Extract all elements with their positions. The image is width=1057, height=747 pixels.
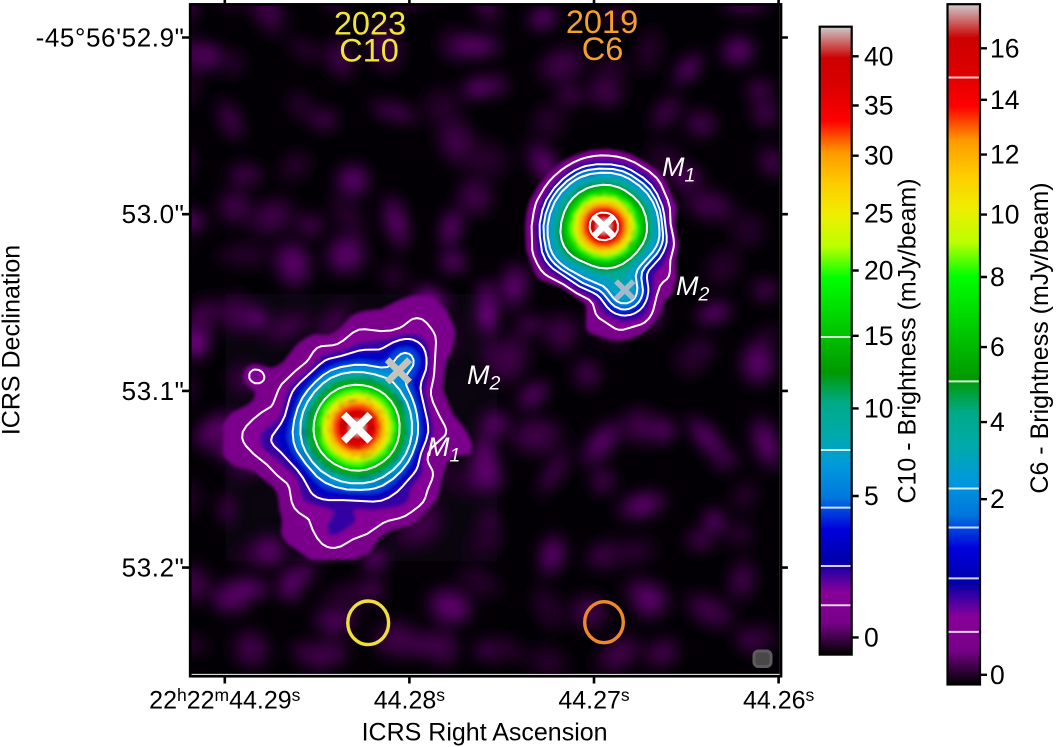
svg-text:44.26s: 44.26s <box>743 685 815 715</box>
svg-text:53.0": 53.0" <box>122 199 185 229</box>
svg-text:6: 6 <box>990 332 1005 362</box>
svg-text:C10 - Brightness (mJy/beam): C10 - Brightness (mJy/beam) <box>894 178 922 503</box>
svg-text:10: 10 <box>990 200 1019 230</box>
svg-text:44.27s: 44.27s <box>558 685 630 715</box>
svg-text:14: 14 <box>990 85 1019 115</box>
svg-text:30: 30 <box>864 141 893 171</box>
svg-text:-45°56'52.9": -45°56'52.9" <box>36 23 185 53</box>
svg-text:35: 35 <box>864 91 893 121</box>
svg-text:2: 2 <box>990 484 1005 514</box>
svg-text:16: 16 <box>990 33 1019 63</box>
svg-text:12: 12 <box>990 140 1019 170</box>
svg-text:8: 8 <box>990 262 1005 292</box>
svg-text:10: 10 <box>864 393 893 423</box>
svg-text:ICRS Right Ascension: ICRS Right Ascension <box>362 719 608 747</box>
svg-text:4: 4 <box>990 407 1005 437</box>
svg-text:C6 - Brightness (mJy/beam): C6 - Brightness (mJy/beam) <box>1026 182 1054 493</box>
svg-text:C10: C10 <box>339 33 399 69</box>
svg-text:5: 5 <box>864 481 879 511</box>
svg-text:0: 0 <box>990 660 1005 690</box>
svg-text:2023: 2023 <box>334 6 406 42</box>
svg-text:53.1": 53.1" <box>122 376 185 406</box>
svg-text:20: 20 <box>864 256 893 286</box>
svg-text:0: 0 <box>864 622 879 652</box>
svg-text:2019: 2019 <box>566 4 638 40</box>
svg-text:C6: C6 <box>582 31 624 67</box>
svg-text:ICRS Declination: ICRS Declination <box>0 245 26 435</box>
svg-text:53.2": 53.2" <box>122 553 185 583</box>
svg-text:40: 40 <box>864 41 893 71</box>
svg-text:25: 25 <box>864 198 893 228</box>
svg-text:44.28s: 44.28s <box>374 685 446 715</box>
svg-text:15: 15 <box>864 321 893 351</box>
